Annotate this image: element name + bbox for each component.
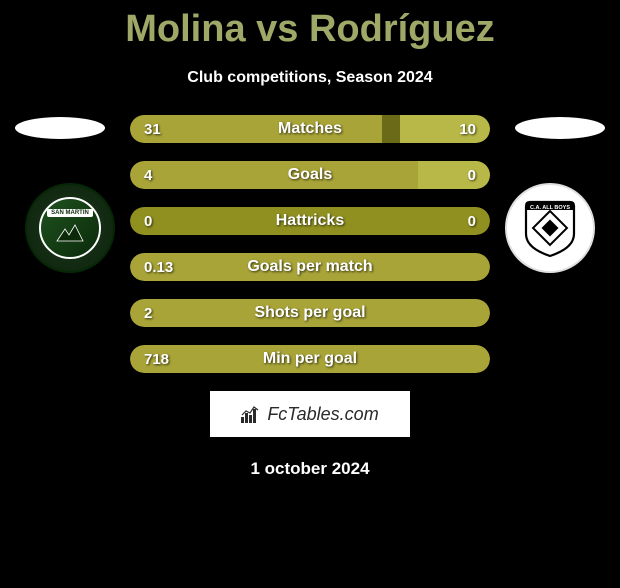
fctables-icon [241, 405, 263, 423]
stat-label: Goals per match [130, 258, 490, 276]
team-left-badge-label: SAN MARTIN [47, 209, 93, 217]
stat-label: Min per goal [130, 350, 490, 368]
stat-row: 2Shots per goal [130, 299, 490, 327]
date-label: 1 october 2024 [0, 459, 620, 479]
player-left-oval [15, 117, 105, 139]
stat-label: Matches [130, 120, 490, 138]
team-left-badge-icon [55, 223, 85, 243]
team-right-badge: C.A. ALL BOYS [505, 183, 595, 273]
team-right-badge-shield: C.A. ALL BOYS [522, 198, 578, 258]
fctables-text: FcTables.com [267, 404, 378, 425]
fctables-attribution: FcTables.com [210, 391, 410, 437]
team-right-badge-icon: C.A. ALL BOYS [522, 198, 578, 258]
subtitle: Club competitions, Season 2024 [0, 69, 620, 87]
stat-row: 40Goals [130, 161, 490, 189]
stat-label: Goals [130, 166, 490, 184]
team-left-badge: SAN MARTIN [25, 183, 115, 273]
stats-column: 3110Matches 40Goals 00Hattricks 0.13Goals p… [130, 115, 490, 373]
stat-row: 3110Matches [130, 115, 490, 143]
page-title: Molina vs Rodríguez [0, 8, 620, 51]
stat-row: 718Min per goal [130, 345, 490, 373]
team-left-badge-inner: SAN MARTIN [39, 197, 101, 259]
stat-label: Hattricks [130, 212, 490, 230]
stat-row: 0.13Goals per match [130, 253, 490, 281]
player-right-oval [515, 117, 605, 139]
stat-row: 00Hattricks [130, 207, 490, 235]
stat-label: Shots per goal [130, 304, 490, 322]
comparison-area: SAN MARTIN C.A. ALL BOYS 3110Matches 40Go… [0, 115, 620, 373]
